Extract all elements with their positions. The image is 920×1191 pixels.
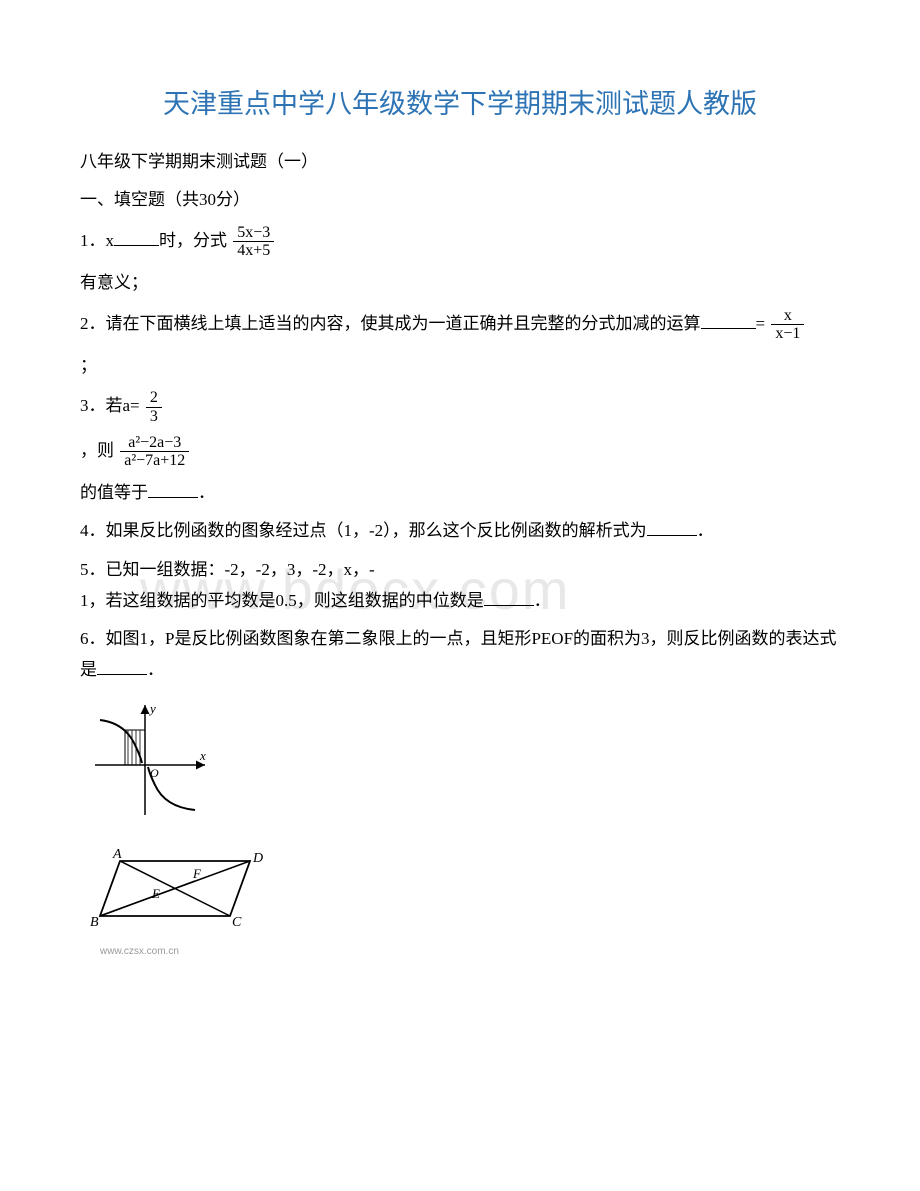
q1-frac-den: 4x+5 xyxy=(233,242,274,260)
q5-suffix: ． xyxy=(534,591,551,610)
q6-suffix: ． xyxy=(147,660,164,679)
q3-frac2-den: a²−7a+12 xyxy=(120,452,189,470)
q3-blank xyxy=(148,480,198,498)
q2-frac-den: x−1 xyxy=(771,325,804,343)
q4-blank xyxy=(647,518,697,536)
q2-prefix: 2．请在下面横线上填上适当的内容，使其成为一道正确并且完整的分式加减的运算 xyxy=(80,314,701,333)
q1-mid: 时，分式 xyxy=(159,231,227,250)
q3-suffix1: 的值等于 xyxy=(80,483,148,502)
subtitle: 八年级下学期期末测试题（一） xyxy=(80,147,840,178)
page-title: 天津重点中学八年级数学下学期期末测试题人教版 xyxy=(80,80,840,129)
q1-prefix: 1．x xyxy=(80,231,114,250)
q3-frac1-num: 2 xyxy=(146,389,162,408)
figure-2-parallelogram: A D B C E F www.czsx.com.cn xyxy=(80,846,840,962)
q1-frac-num: 5x−3 xyxy=(233,224,274,243)
fig1-svg: y x O xyxy=(80,695,220,825)
figure-1-hyperbola: y x O xyxy=(80,695,840,836)
q3-prefix: 3．若a= xyxy=(80,396,140,415)
question-1-line1: 1．x 时，分式 5x−3 4x+5 xyxy=(80,224,840,260)
q2-eq: = xyxy=(756,314,766,333)
q4-text: 4．如果反比例函数的图象经过点（1，-2），那么这个反比例函数的解析式为 xyxy=(80,521,647,540)
q4-suffix: ． xyxy=(697,521,714,540)
q5-blank xyxy=(484,588,534,606)
q3-frac1-den: 3 xyxy=(146,408,162,426)
question-5-line1: 5．已知一组数据：-2，-2，3，-2，x，- xyxy=(80,555,840,586)
q2-frac-num: x xyxy=(771,307,804,326)
q3-mid: ，则 xyxy=(80,441,114,460)
q2-fraction: x x−1 xyxy=(771,307,804,343)
fig1-label-y: y xyxy=(148,701,156,716)
q3-frac2-num: a²−2a−3 xyxy=(120,434,189,453)
q1-fraction: 5x−3 4x+5 xyxy=(233,224,274,260)
q5-line2-text: 1，若这组数据的平均数是0.5，则这组数据的中位数是 xyxy=(80,591,484,610)
q1-blank xyxy=(114,228,159,246)
q6-blank xyxy=(97,657,147,675)
question-3-line2: ，则 a²−2a−3 a²−7a+12 xyxy=(80,434,840,470)
q3-fraction-1: 2 3 xyxy=(146,389,162,425)
source-url: www.czsx.com.cn xyxy=(100,943,840,961)
fig1-label-o: O xyxy=(150,766,159,780)
question-3-line1: 3．若a= 2 3 xyxy=(80,389,840,425)
fig2-label-f: F xyxy=(192,866,202,881)
q2-blank xyxy=(701,311,756,329)
fig2-label-c: C xyxy=(232,915,242,930)
q3-fraction-2: a²−2a−3 a²−7a+12 xyxy=(120,434,189,470)
fig2-label-e: E xyxy=(151,886,160,901)
question-5-line2: 1，若这组数据的平均数是0.5，则这组数据的中位数是 ． xyxy=(80,586,840,617)
q3-suffix2: ． xyxy=(198,483,215,502)
fig1-label-x: x xyxy=(199,748,206,763)
question-4: 4．如果反比例函数的图象经过点（1，-2），那么这个反比例函数的解析式为 ． xyxy=(80,516,840,547)
fig2-label-a: A xyxy=(112,847,122,862)
fig2-svg: A D B C E F xyxy=(80,846,280,941)
section-heading: 一、填空题（共30分） xyxy=(80,185,840,216)
question-3-line3: 的值等于 ． xyxy=(80,478,840,509)
question-2-line2: ； xyxy=(80,351,840,382)
fig2-label-b: B xyxy=(90,915,99,930)
question-2-line1: 2．请在下面横线上填上适当的内容，使其成为一道正确并且完整的分式加减的运算 = x… xyxy=(80,307,840,343)
fig2-line-bf xyxy=(100,881,195,916)
question-6: 6．如图1，P是反比例函数图象在第二象限上的一点，且矩形PEOF的面积为3，则反… xyxy=(80,624,840,685)
question-1-line2: 有意义； xyxy=(80,268,840,299)
fig2-label-d: D xyxy=(252,851,263,866)
q6-text: 6．如图1，P是反比例函数图象在第二象限上的一点，且矩形PEOF的面积为3，则反… xyxy=(80,629,837,679)
